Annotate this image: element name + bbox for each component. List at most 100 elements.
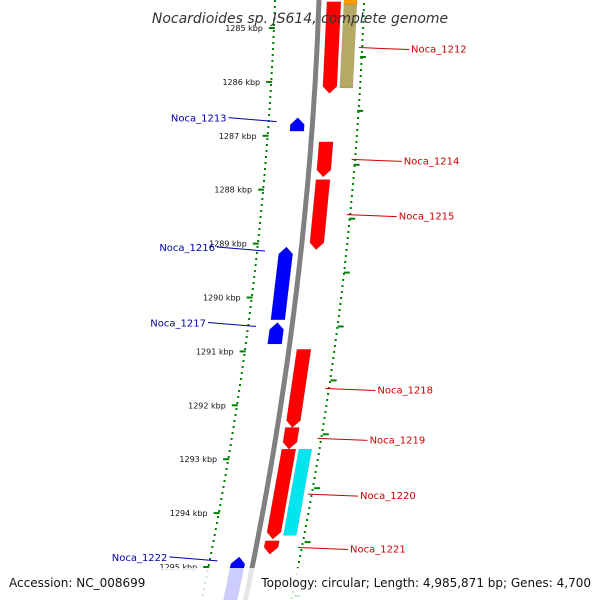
kbp-tick (268, 27, 275, 29)
tick-dot (356, 129, 359, 131)
gene-label-noca_1220: Noca_1220 (360, 491, 416, 502)
genome-backbone (242, 0, 322, 600)
kbp-label: 1295 kbp (159, 563, 197, 572)
genome-summary-text: Topology: circular; Length: 4,985,871 bp… (260, 576, 591, 590)
gene-arrow-noca_1220 (266, 448, 297, 540)
tick-dot (308, 507, 311, 509)
tick-dot (220, 498, 223, 500)
feature-block-orange (343, 0, 358, 5)
tick-dot (333, 351, 336, 353)
tick-dot (215, 522, 218, 524)
tick-dot (351, 189, 354, 191)
outer-tick (343, 271, 350, 274)
tick-dot (273, 6, 276, 8)
tick-dot (271, 60, 274, 62)
tick-dot (269, 96, 272, 98)
outer-tick (357, 109, 364, 112)
tick-dot (247, 324, 250, 326)
tick-dot (273, 12, 276, 14)
tick-dot (354, 147, 357, 149)
tick-dot (358, 99, 361, 101)
tick-dot (272, 42, 275, 44)
gene-labels: Noca_1212 Noca_1214 Noca_1215 Noca_1218 Noca… (112, 45, 467, 564)
tick-dot (222, 486, 225, 488)
outer-tick (353, 163, 360, 166)
tick-dot (251, 294, 254, 296)
tick-dot (313, 477, 316, 479)
tick-dot (265, 144, 268, 146)
tick-dot (362, 15, 365, 17)
tick-dot (357, 111, 360, 113)
tick-dot (221, 492, 224, 494)
tick-dot (361, 33, 364, 35)
tick-dot (339, 303, 342, 305)
kbp-tick (246, 296, 253, 299)
tick-dot (329, 375, 332, 377)
tick-dot (353, 171, 355, 173)
gene-arrow-noca_1212 (322, 1, 342, 94)
tick-dot (258, 228, 261, 230)
feature-block-cyan (283, 448, 313, 536)
tick-dot (266, 138, 269, 140)
tick-dot (314, 471, 317, 473)
gene-label-noca_1214: Noca_1214 (404, 156, 460, 167)
tick-dot (303, 531, 306, 533)
kbp-label: 1286 kbp (222, 78, 260, 87)
kbp-label: 1292 kbp (188, 401, 226, 410)
tick-dot (315, 465, 318, 467)
tick-dot (361, 39, 364, 41)
outer-tick (349, 217, 356, 220)
map-title: Nocardioides sp. JS614, complete genome (152, 11, 448, 27)
kbp-scale: 1285 kbp 1286 kbp 1287 kbp 1288 kbp 1289 kbp… (159, 24, 366, 597)
tick-dot (209, 558, 211, 560)
tick-dot (253, 276, 256, 278)
tick-dot (350, 201, 353, 203)
tick-dot (328, 387, 330, 389)
tick-dot (346, 243, 349, 245)
tick-dot (349, 207, 352, 209)
tick-dot (302, 537, 305, 539)
tick-dot (268, 114, 271, 116)
tick-dot (270, 78, 273, 80)
tick-dot (270, 84, 272, 86)
tick-dot (352, 177, 355, 179)
kbp-label: 1291 kbp (196, 347, 234, 356)
kbp-tick (213, 512, 220, 515)
tick-dot (298, 561, 300, 563)
tick-dot (217, 516, 219, 518)
gene-leader-line (317, 437, 368, 441)
gene-leader-line (228, 117, 277, 123)
tick-dot (346, 237, 349, 239)
tick-dot (272, 48, 274, 50)
outer-tick (322, 433, 329, 436)
tick-dot (265, 150, 268, 152)
tick-dot (320, 435, 323, 437)
tick-dot (252, 282, 255, 284)
tick-dot (273, 18, 276, 20)
tick-dot (256, 246, 259, 248)
tick-dot (226, 462, 229, 464)
tick-dot (207, 564, 210, 566)
tick-dot (331, 363, 334, 365)
accession-text: Accession: NC_008699 (9, 576, 145, 590)
gene-leader-line (216, 246, 266, 252)
tick-dot (350, 195, 353, 197)
tick-dot (270, 72, 273, 74)
tick-dot (228, 450, 231, 452)
tick-dot (238, 390, 241, 392)
gene-label-noca_1216: Noca_1216 (159, 243, 215, 254)
tick-dot (224, 474, 227, 476)
tick-dot (356, 123, 359, 125)
tick-dot (332, 357, 335, 359)
tick-dot (255, 252, 258, 254)
tick-dot (341, 285, 344, 287)
tick-dot (348, 219, 351, 221)
tick-dot (267, 126, 270, 128)
tick-dot (248, 312, 251, 314)
tick-dot (249, 306, 252, 308)
tick-dot (259, 216, 262, 218)
kbp-tick (239, 350, 246, 353)
tick-dot (272, 36, 275, 38)
tick-dot-tracks (201, 0, 365, 599)
gene-leader-line (207, 321, 257, 327)
